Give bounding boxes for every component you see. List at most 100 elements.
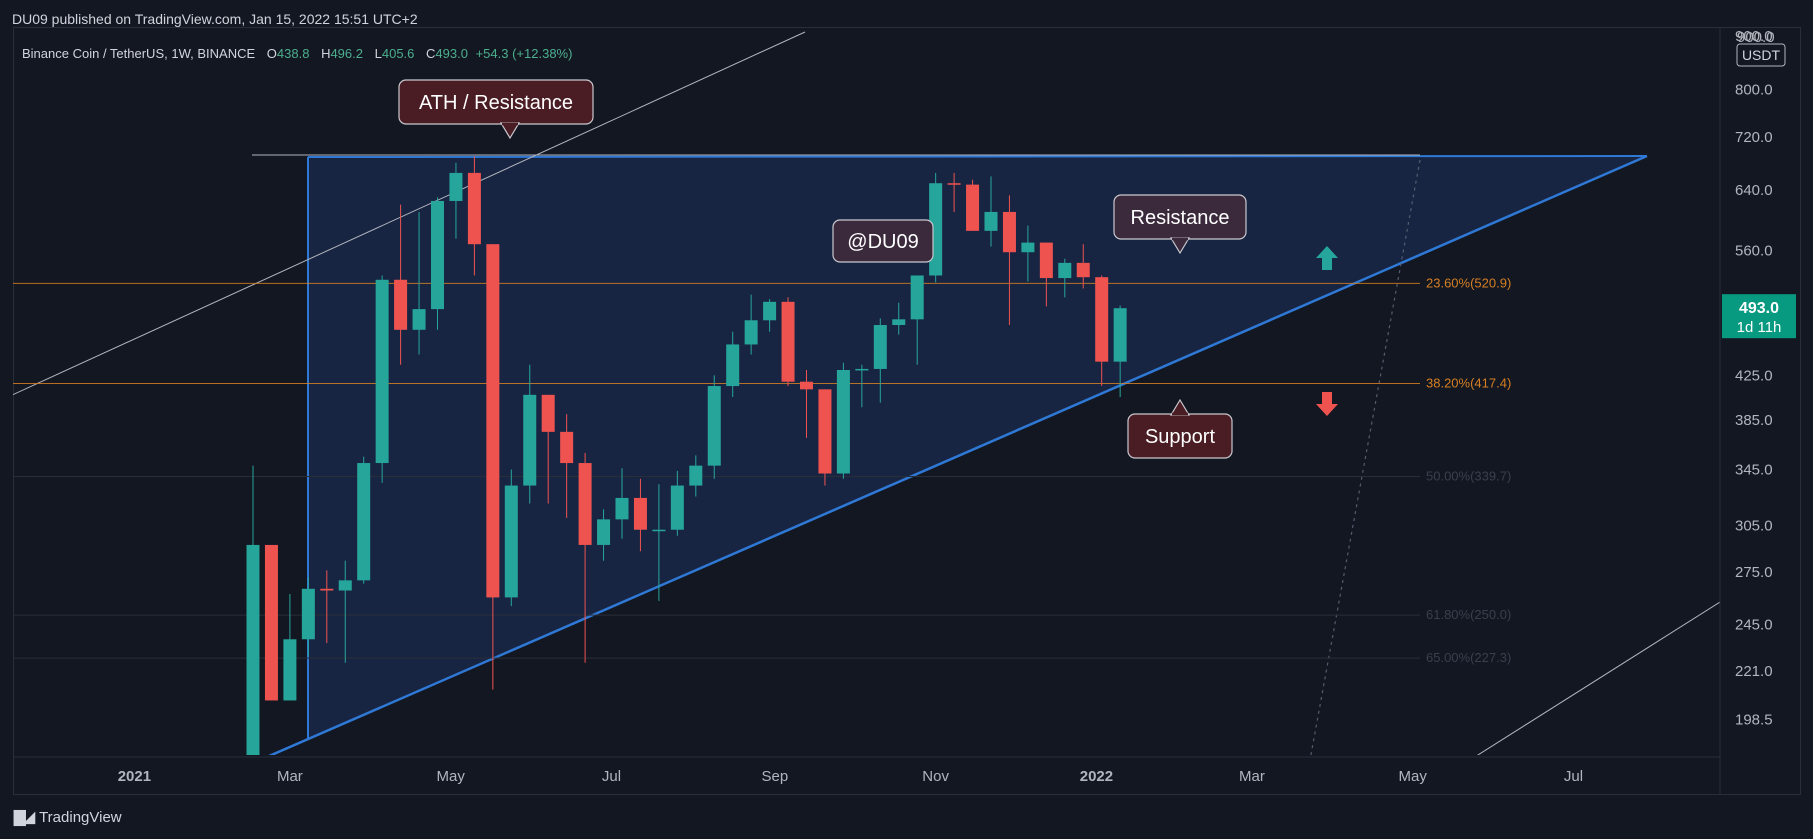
candle-body — [652, 529, 666, 532]
footer: ▇◢ TradingView — [0, 796, 1813, 839]
candle-body — [357, 463, 371, 581]
publish-info: DU09 published on TradingView.com, Jan 1… — [12, 11, 418, 27]
close-label: C — [426, 46, 436, 61]
candle-body — [1021, 242, 1035, 253]
candle — [670, 470, 684, 536]
fib-level-label-faint: 50.00%(339.7) — [1426, 469, 1511, 484]
candle-body — [431, 200, 444, 310]
currency-badge: USDT — [1742, 47, 1781, 63]
low-label: L — [374, 46, 382, 61]
candle — [1058, 258, 1072, 298]
candle — [301, 577, 315, 657]
brand-name: TradingView — [39, 808, 122, 826]
candle — [467, 156, 481, 276]
candle — [707, 375, 721, 479]
price-tick-640-0: 640.0 — [1735, 182, 1773, 199]
candle — [744, 294, 758, 355]
candle — [652, 484, 666, 601]
candle-body — [301, 588, 315, 640]
time-tick-may: May — [437, 768, 466, 785]
candle — [283, 593, 297, 701]
breakdown-down-arrow-head — [1316, 404, 1338, 416]
candle — [1113, 305, 1127, 398]
price-tick-245-0: 245.0 — [1735, 616, 1773, 633]
time-tick-jul: Jul — [1564, 768, 1583, 785]
annotation-ath-resistance-box — [398, 79, 594, 125]
candle — [504, 469, 518, 607]
candle — [947, 172, 961, 212]
candle-body — [1002, 211, 1016, 253]
annotation-resistance: Resistance — [1113, 194, 1247, 255]
candle — [1002, 195, 1016, 326]
candle-body — [855, 368, 869, 371]
candle-body — [633, 497, 647, 530]
tradingview-brand[interactable]: ▇◢ TradingView — [14, 808, 122, 827]
tradingview-logo-icon: ▇◢ — [14, 809, 35, 826]
publish-header: DU09 published on TradingView.com, Jan 1… — [0, 0, 1813, 38]
candle-body — [744, 320, 758, 345]
candle — [726, 331, 740, 398]
candle-body — [984, 211, 998, 231]
candle — [910, 275, 924, 365]
candle-body — [449, 172, 463, 201]
fib-level-label-faint: 65.00%(227.3) — [1426, 650, 1511, 665]
breakdown-down-arrow-shaft — [1322, 392, 1332, 404]
candle-body — [1076, 262, 1090, 278]
candle-body — [504, 485, 518, 598]
channel-lower-line — [1476, 601, 1720, 755]
candle-body — [726, 344, 740, 387]
candle-body — [486, 244, 500, 598]
plot-area: 23.60%(520.9) 38.20%(417.4) 50.00%(339.7) 6… — [13, 31, 1720, 755]
candle — [984, 176, 998, 247]
time-tick-2021: 2021 — [118, 768, 151, 785]
time-tick-may: May — [1399, 768, 1428, 785]
candle-body — [338, 580, 352, 591]
time-tick-sep: Sep — [762, 768, 789, 785]
candlestick-chart[interactable]: 23.60%(520.9) 38.20%(417.4) 50.00%(339.7) 6… — [0, 0, 1813, 796]
high-value: 496.2 — [330, 46, 363, 61]
breakout-up-arrow-head — [1316, 246, 1338, 258]
candle — [781, 297, 795, 387]
annotation-author: @DU09 — [832, 219, 934, 263]
candle-body — [264, 544, 278, 701]
candle — [966, 179, 980, 231]
symbol-name[interactable]: Binance Coin / TetherUS, 1W, BINANCE — [22, 46, 256, 61]
candle-body — [966, 184, 980, 231]
time-tick-mar: Mar — [1239, 768, 1265, 785]
current-price-badge — [1722, 294, 1796, 339]
candle-body — [578, 463, 592, 545]
symbol-legend: Binance Coin / TetherUS, 1W, BINANCE O43… — [22, 46, 572, 61]
price-tick-345-0: 345.0 — [1735, 462, 1773, 479]
candle — [633, 478, 647, 552]
price-tick-top: 900.0 — [1737, 29, 1775, 46]
candle-body — [763, 301, 777, 321]
fib-level-label-faint: 61.80%(250.0) — [1426, 607, 1511, 622]
current-price-value: 493.0 — [1739, 300, 1779, 317]
candle-body — [947, 183, 961, 185]
candle — [763, 299, 777, 332]
candle-body — [246, 544, 260, 755]
price-tick-720-0: 720.0 — [1735, 129, 1773, 146]
candle — [836, 362, 850, 479]
candle — [689, 455, 703, 497]
candle — [394, 204, 408, 365]
price-tick-800-0: 800.0 — [1735, 81, 1773, 98]
candle — [1021, 225, 1035, 282]
candle — [320, 570, 334, 644]
candle-body — [283, 639, 297, 701]
candle — [818, 389, 832, 486]
candle-body — [670, 485, 684, 530]
breakdown-down-arrow — [1316, 392, 1338, 416]
candle-body — [523, 394, 537, 486]
fib-level-label: 23.60%(520.9) — [1426, 275, 1511, 290]
time-tick-mar: Mar — [277, 768, 303, 785]
annotation-author-text: @DU09 — [847, 231, 918, 253]
chart-frame — [13, 27, 1801, 795]
candle — [357, 456, 371, 584]
candle-body — [910, 275, 924, 320]
time-tick-2022: 2022 — [1080, 768, 1113, 785]
annotation-resistance-text: Resistance — [1131, 207, 1230, 229]
candle-body — [1039, 242, 1053, 279]
candle-body — [412, 309, 426, 330]
fib-level-label: 38.20%(417.4) — [1426, 375, 1511, 390]
